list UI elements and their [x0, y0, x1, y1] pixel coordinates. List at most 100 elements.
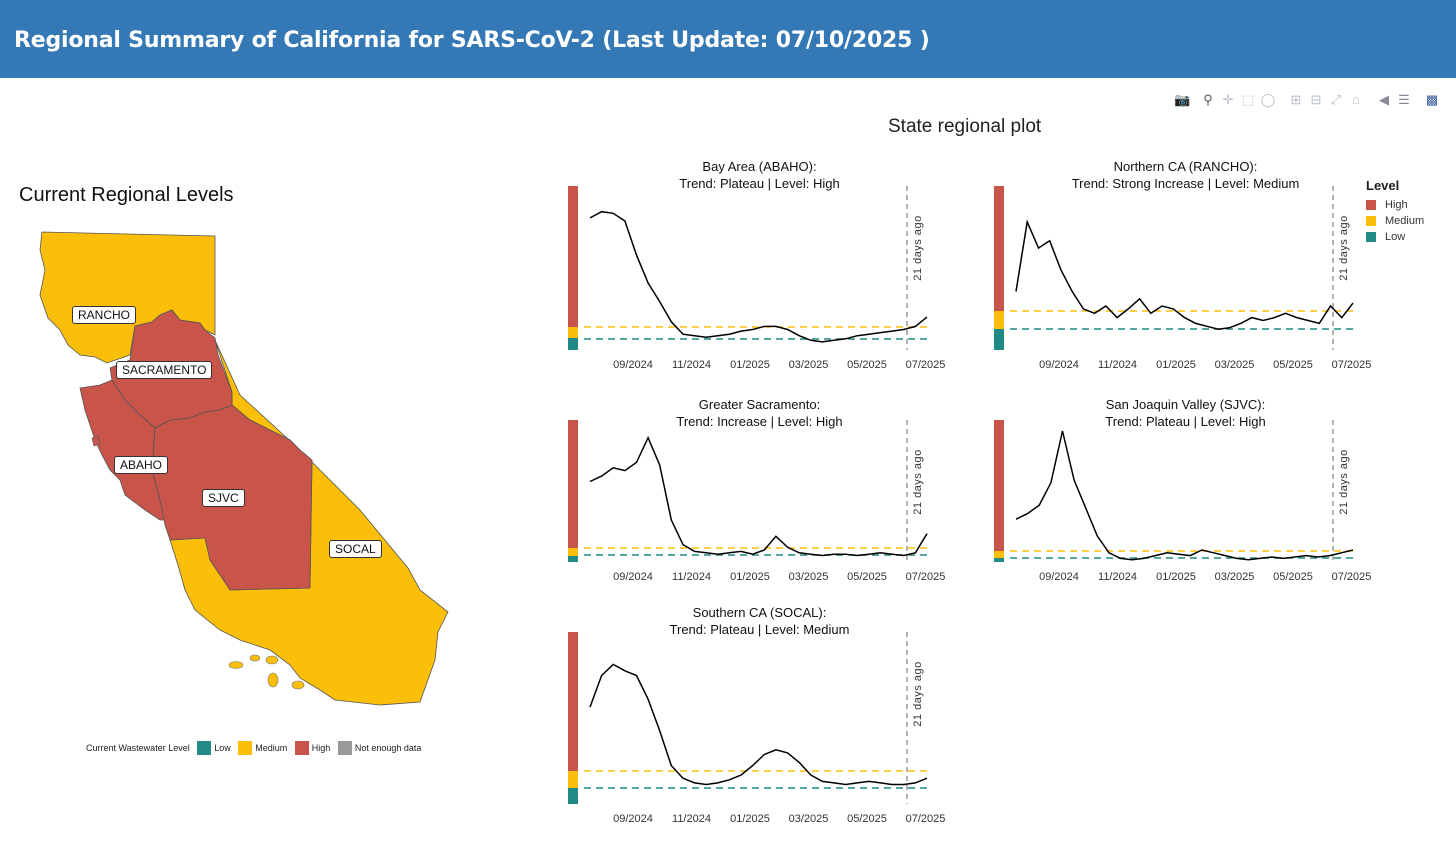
x-tick-label: 07/2025	[906, 571, 946, 583]
legend-swatch-low	[197, 741, 212, 755]
x-tick-label: 03/2025	[789, 571, 829, 583]
annotation-21-days: 21 days ago	[912, 661, 924, 726]
level-bar-low	[568, 788, 578, 804]
x-tick-label: 09/2024	[613, 813, 653, 825]
x-tick-label: 01/2025	[730, 359, 770, 371]
x-tick-label: 07/2025	[1332, 359, 1372, 371]
x-tick-label: 03/2025	[789, 359, 829, 371]
plot-toolbar: 📷 ⚲ ✛ ⬚ ◯ ⊞ ⊟ ⤢ ⌂ ◀ ☰ ▩	[1170, 92, 1445, 112]
compare-hover-icon[interactable]: ☰	[1398, 92, 1410, 107]
map-legend-high: High	[311, 743, 331, 753]
x-tick-label: 01/2025	[1156, 359, 1196, 371]
x-tick-label: 05/2025	[1273, 359, 1313, 371]
chart-greater-sacramento[interactable]: Greater Sacramento: Trend: Increase | Lev…	[562, 396, 957, 588]
chart-title: Greater Sacramento:	[698, 397, 821, 412]
level-legend-title: Level	[1366, 178, 1400, 193]
x-tick-label: 01/2025	[1156, 571, 1196, 583]
zoom-icon[interactable]: ⚲	[1203, 92, 1213, 107]
x-tick-label: 11/2024	[672, 813, 711, 825]
california-map	[39, 231, 449, 706]
spike-lines-icon[interactable]: ◀	[1379, 92, 1389, 107]
level-bar-high	[568, 420, 578, 548]
zoom-in-icon[interactable]: ⊞	[1290, 92, 1302, 107]
label-rancho: RANCHO	[72, 306, 137, 324]
chart-svg: 21 days ago 09/2024 11/2024 01/2025 03/2025 0…	[994, 186, 1372, 371]
level-legend: Level High Medium Low	[1366, 178, 1424, 245]
x-tick-label: 05/2025	[1273, 571, 1313, 583]
x-tick-label: 03/2025	[789, 813, 829, 825]
chart-subtitle: Trend: Increase | Level: High	[676, 414, 843, 429]
legend-swatch-high	[294, 741, 309, 755]
series-line	[1015, 430, 1354, 561]
plotly-logo-icon[interactable]: ▩	[1425, 92, 1439, 107]
plot-title: State regional plot	[888, 116, 1042, 137]
level-bar-low	[994, 329, 1004, 350]
annotation-21-days: 21 days ago	[1338, 449, 1350, 514]
x-tick-label: 09/2024	[1039, 359, 1079, 371]
x-tick-label: 11/2024	[1098, 571, 1137, 583]
map-legend: Current Wastewater Level Low Medium High…	[86, 741, 421, 757]
chart-subtitle: Trend: Plateau | Level: Medium	[669, 622, 850, 637]
series-line	[589, 663, 928, 786]
x-tick-label: 07/2025	[1332, 571, 1372, 583]
chart-subtitle: Trend: Plateau | Level: High	[1105, 414, 1266, 429]
x-tick-label: 05/2025	[847, 359, 887, 371]
level-bar-high	[994, 186, 1004, 311]
box-select-icon[interactable]: ⬚	[1241, 92, 1255, 107]
series-line	[589, 210, 928, 343]
lasso-icon[interactable]: ◯	[1260, 92, 1276, 107]
x-tick-label: 05/2025	[847, 571, 887, 583]
map-legend-low: Low	[214, 743, 231, 753]
label-socal: SOCAL	[329, 540, 382, 558]
annotation-21-days: 21 days ago	[1338, 215, 1350, 280]
level-legend-item-medium[interactable]: Medium	[1366, 213, 1424, 229]
x-tick-label: 09/2024	[613, 571, 653, 583]
legend-swatch-medium	[238, 741, 253, 755]
series-line	[589, 435, 928, 557]
chart-svg: 21 days ago 09/2024 11/2024 01/2025 03/2025 0…	[568, 186, 946, 371]
chart-southern-ca[interactable]: Southern CA (SOCAL): Trend: Plateau | Lev…	[562, 604, 957, 832]
annotation-21-days: 21 days ago	[912, 215, 924, 280]
level-bar-low	[994, 558, 1004, 562]
map-legend-nodata: Not enough data	[354, 743, 422, 753]
x-tick-label: 09/2024	[613, 359, 653, 371]
legend-swatch-nodata	[337, 741, 352, 755]
chart-title: Bay Area (ABAHO):	[702, 159, 817, 174]
level-legend-item-low[interactable]: Low	[1366, 229, 1424, 245]
level-bar-medium	[994, 311, 1004, 329]
chart-title: Northern CA (RANCHO):	[1113, 159, 1258, 174]
chart-subtitle: Trend: Strong Increase | Level: Medium	[1071, 176, 1300, 191]
x-tick-label: 11/2024	[672, 359, 711, 371]
page-title: Regional Summary of California for SARS-…	[14, 28, 930, 53]
autoscale-icon[interactable]: ⤢	[1330, 92, 1342, 107]
home-icon[interactable]: ⌂	[1352, 92, 1360, 107]
level-bar-medium	[568, 327, 578, 338]
level-legend-item-high[interactable]: High	[1366, 197, 1424, 213]
camera-icon[interactable]: 📷	[1174, 92, 1191, 107]
chart-northern-ca[interactable]: Northern CA (RANCHO): Trend: Strong Incre…	[988, 158, 1383, 378]
page-header: Regional Summary of California for SARS-…	[0, 0, 1456, 78]
chart-bay-area[interactable]: Bay Area (ABAHO): Trend: Plateau | Level:…	[562, 158, 957, 378]
x-tick-label: 01/2025	[730, 571, 770, 583]
chart-title: Southern CA (SOCAL):	[692, 605, 827, 620]
label-sacramento: SACRAMENTO	[116, 361, 213, 379]
x-tick-label: 09/2024	[1039, 571, 1079, 583]
chart-subtitle: Trend: Plateau | Level: High	[679, 176, 840, 191]
chart-san-joaquin-valley[interactable]: San Joaquin Valley (SJVC): Trend: Plateau…	[988, 396, 1383, 588]
level-bar-high	[568, 186, 578, 327]
pan-icon[interactable]: ✛	[1222, 92, 1234, 107]
label-abaho: ABAHO	[114, 456, 169, 474]
x-tick-label: 03/2025	[1215, 571, 1255, 583]
level-bar-medium	[568, 771, 578, 788]
level-bar-medium	[568, 548, 578, 556]
annotation-21-days: 21 days ago	[912, 449, 924, 514]
x-tick-label: 11/2024	[1098, 359, 1137, 371]
x-tick-label: 07/2025	[906, 359, 946, 371]
x-tick-label: 05/2025	[847, 813, 887, 825]
x-tick-label: 03/2025	[1215, 359, 1255, 371]
chart-title: San Joaquin Valley (SJVC):	[1105, 397, 1266, 412]
x-tick-label: 01/2025	[730, 813, 770, 825]
x-tick-label: 11/2024	[672, 571, 711, 583]
x-tick-label: 07/2025	[906, 813, 946, 825]
zoom-out-icon[interactable]: ⊟	[1310, 92, 1322, 107]
